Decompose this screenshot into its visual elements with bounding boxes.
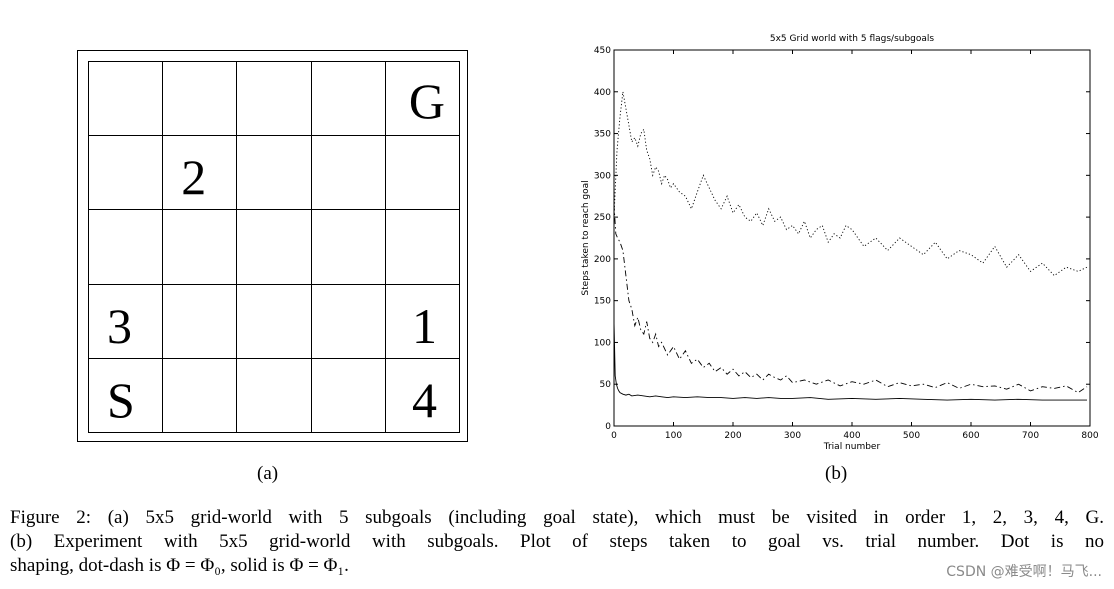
y-tick-label: 0 [605, 422, 611, 432]
y-tick-label: 200 [594, 255, 611, 265]
grid-cell [163, 358, 238, 433]
steps-vs-trial-chart: 5x5 Grid world with 5 flags/subgoals 0 50… [581, 34, 1099, 452]
grid-cell [237, 358, 312, 433]
grid-cell [163, 62, 238, 137]
grid-cell-label: 2 [181, 149, 207, 206]
grid-cell: 2 [163, 136, 238, 211]
y-tick-label: 150 [594, 297, 611, 307]
grid-cell-label: 1 [411, 297, 437, 354]
grid-cell [311, 136, 386, 211]
grid-world-figure: G 2 3 1 S 4 [77, 50, 468, 442]
subfigure-label-b: (b) [825, 463, 848, 484]
grid-cell [163, 284, 238, 359]
y-tick-label: 250 [594, 213, 611, 223]
grid-cell: 3 [89, 284, 164, 359]
grid-cell: 4 [385, 358, 460, 433]
y-tick-label: 50 [600, 380, 612, 390]
grid-cell [385, 136, 460, 211]
x-axis: 0 100 200 300 400 500 600 700 800 [611, 50, 1099, 441]
x-tick-label: 600 [962, 431, 979, 441]
grid-cell-label: 3 [107, 297, 132, 354]
grid-cell [311, 358, 386, 433]
chart-title: 5x5 Grid world with 5 flags/subgoals [770, 34, 935, 44]
grid-world-board: G 2 3 1 S 4 [88, 61, 460, 433]
x-tick-label: 700 [1022, 431, 1039, 441]
y-tick-label: 100 [594, 338, 611, 348]
grid-cell [89, 210, 164, 285]
grid-cell: G [385, 62, 460, 137]
grid-cell [311, 284, 386, 359]
series-line-dotted [613, 91, 1088, 277]
series-line-solid [613, 321, 1087, 401]
series-lines [613, 91, 1088, 401]
grid-cell [311, 62, 386, 137]
caption-line-2: (b) Experiment with 5x5 grid-world with … [10, 531, 1104, 552]
grid-cell-label: 4 [411, 371, 437, 428]
figure-caption: Figure 2: (a) 5x5 grid-world with 5 subg… [10, 506, 1104, 578]
x-tick-label: 100 [665, 431, 682, 441]
grid-cell [237, 136, 312, 211]
grid-cell [89, 136, 164, 211]
caption-line-3: shaping, dot-dash is Φ = Φ₀, solid is Φ … [10, 555, 349, 576]
csdn-watermark: CSDN @难受啊！马飞... [946, 564, 1102, 580]
x-tick-label: 400 [843, 431, 860, 441]
y-tick-label: 450 [594, 46, 611, 56]
grid-cell [311, 210, 386, 285]
y-axis-label: Steps taken to reach goal [581, 180, 591, 295]
x-tick-label: 800 [1081, 431, 1098, 441]
grid-cell: 1 [385, 284, 460, 359]
y-tick-label: 350 [594, 130, 611, 140]
grid-cell-label: G [408, 73, 445, 129]
grid-cell [163, 210, 238, 285]
caption-line-1: Figure 2: (a) 5x5 grid-world with 5 subg… [10, 507, 1104, 528]
subfigure-label-a: (a) [257, 463, 279, 484]
grid-cell: S [89, 358, 164, 433]
grid-cell [237, 284, 312, 359]
grid-cell [237, 210, 312, 285]
x-tick-label: 300 [784, 431, 801, 441]
y-tick-label: 300 [594, 171, 611, 181]
grid-cell [385, 210, 460, 285]
x-tick-label: 0 [611, 431, 617, 441]
x-tick-label: 500 [903, 431, 920, 441]
y-axis: 0 50 100 150 200 250 300 350 400 450 [594, 46, 1090, 432]
grid-cell-label: S [107, 371, 135, 428]
series-line-dashdot [613, 204, 1088, 394]
y-tick-label: 400 [594, 88, 611, 98]
x-tick-label: 200 [724, 431, 741, 441]
plot-area-frame [613, 49, 1091, 427]
grid-cell [89, 62, 164, 137]
x-axis-label: Trial number [823, 442, 881, 452]
grid-cell [237, 62, 312, 137]
